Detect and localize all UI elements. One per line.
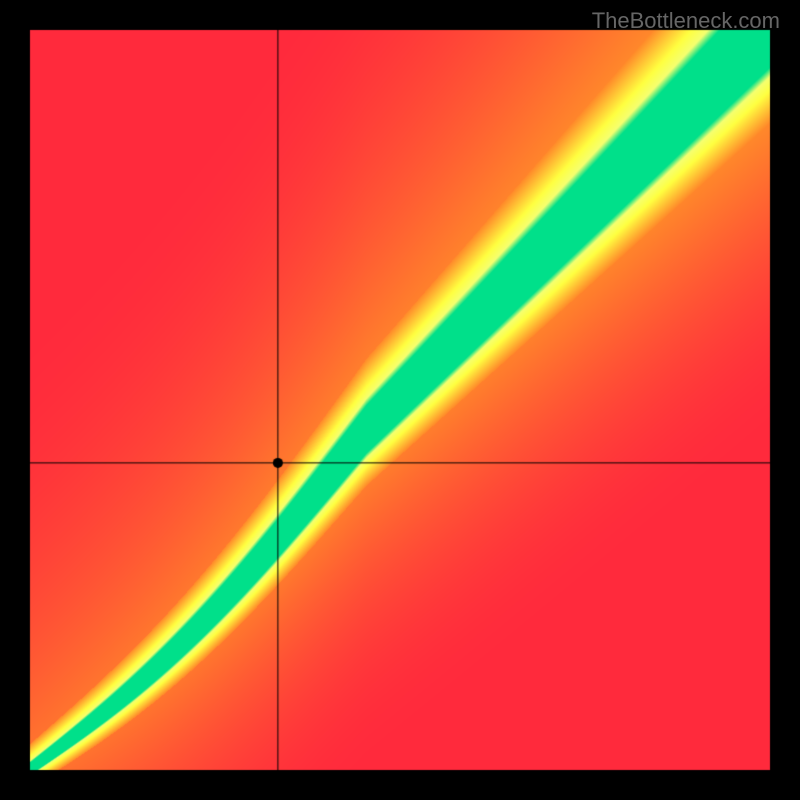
- heatmap-canvas: [0, 0, 800, 800]
- chart-container: TheBottleneck.com: [0, 0, 800, 800]
- watermark-text: TheBottleneck.com: [592, 8, 780, 34]
